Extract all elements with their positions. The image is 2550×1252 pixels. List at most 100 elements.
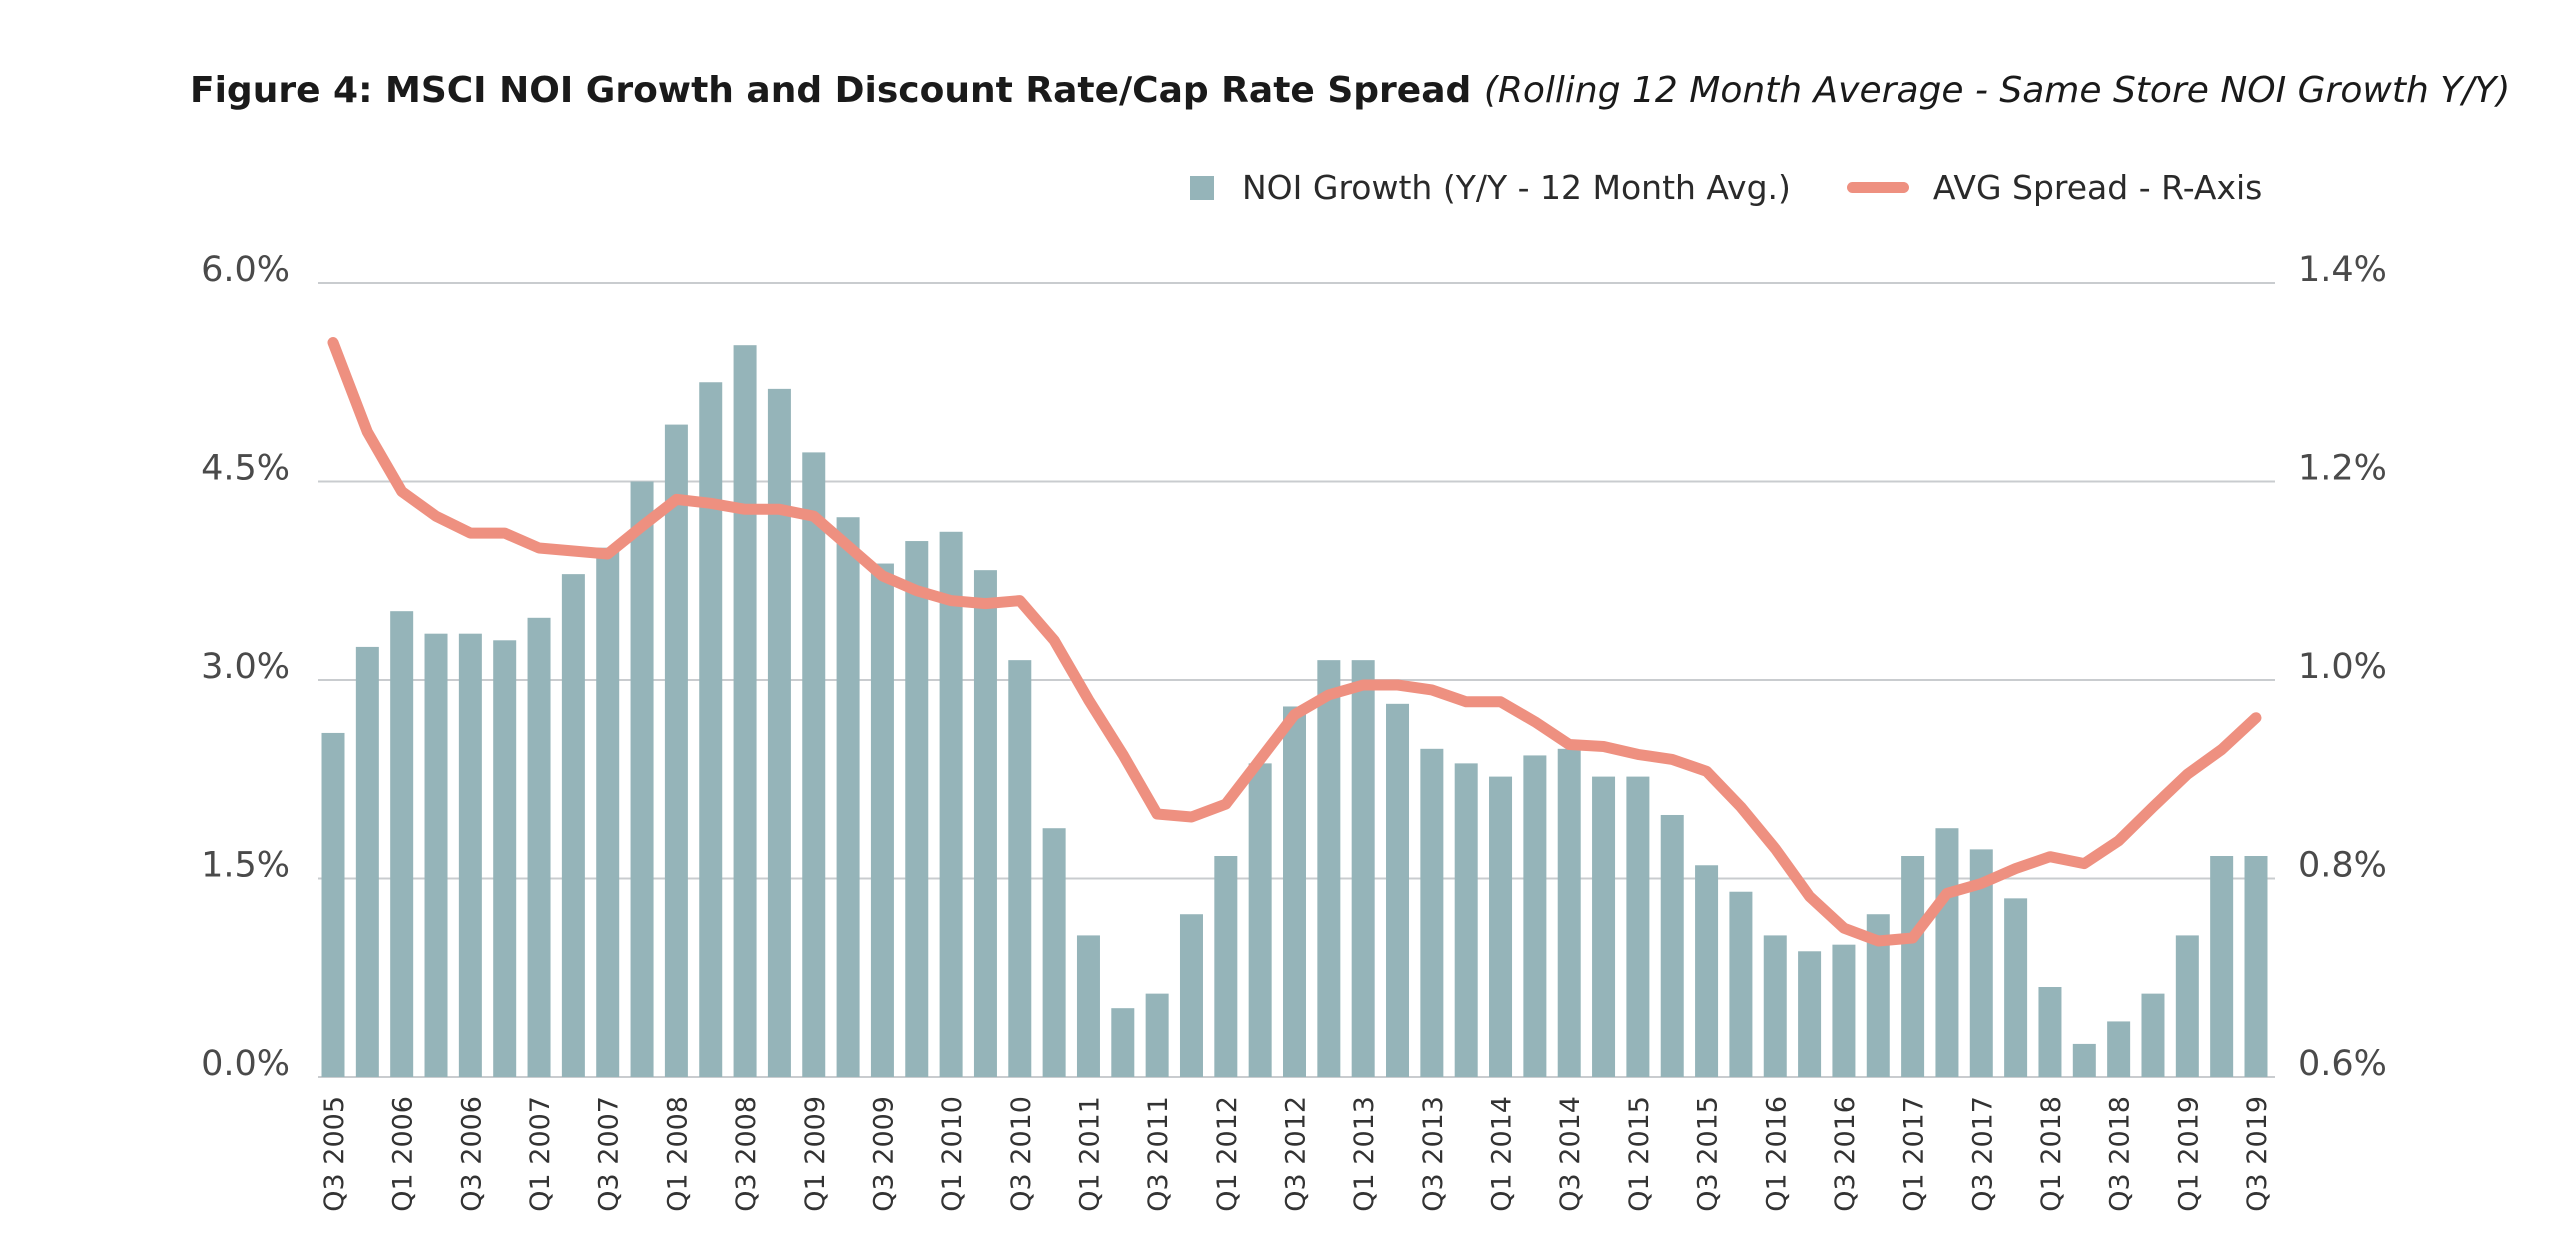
legend-label-avg-spread: AVG Spread - R-Axis — [1932, 168, 2263, 207]
x-tick-label: Q3 2006 — [456, 1096, 487, 1212]
y-left-tick-label: 1.5% — [201, 846, 290, 886]
bar-q3-2019 — [2244, 856, 2268, 1077]
bar-q1-2018 — [2038, 987, 2062, 1077]
bar-q1-2014 — [1489, 776, 1513, 1077]
bar-q4-2005 — [355, 646, 379, 1077]
x-tick-label: Q3 2016 — [1830, 1096, 1861, 1212]
bar-q2-2008 — [699, 382, 723, 1077]
bar-q2-2017 — [1935, 828, 1959, 1077]
y-right-tick-label: 0.6% — [2298, 1044, 2387, 1084]
bar-q4-2009 — [905, 541, 929, 1077]
x-tick-label: Q1 2016 — [1761, 1096, 1792, 1212]
x-tick-label: Q3 2014 — [1555, 1096, 1586, 1212]
bar-q3-2012 — [1283, 706, 1306, 1077]
x-tick-label: Q1 2009 — [800, 1096, 831, 1212]
avg-spread-line-group — [327, 337, 2262, 947]
bar-q2-2009 — [836, 517, 860, 1077]
chart-legend: NOI Growth (Y/Y - 12 Month Avg.) AVG Spr… — [1190, 168, 2262, 207]
x-tick-label: Q3 2010 — [1006, 1096, 1037, 1212]
bar-q1-2013 — [1351, 660, 1375, 1077]
bar-q4-2017 — [2004, 898, 2028, 1077]
bar-q1-2012 — [1214, 856, 1238, 1077]
bar-q2-2015 — [1660, 814, 1684, 1077]
x-tick-label: Q1 2017 — [1899, 1096, 1930, 1212]
x-tick-label: Q3 2008 — [731, 1096, 762, 1212]
x-tick-label: Q3 2012 — [1281, 1096, 1312, 1212]
y-axis-right: 0.6% 0.8% 1.0% 1.2% 1.4% — [2298, 250, 2387, 1084]
figure-title: Figure 4: MSCI NOI Growth and Discount R… — [190, 70, 2510, 111]
x-tick-label: Q1 2014 — [1487, 1096, 1518, 1212]
x-tick-label: Q3 2007 — [594, 1096, 625, 1212]
bar-q2-2018 — [2072, 1043, 2096, 1077]
bar-q3-2005 — [321, 732, 345, 1077]
bar-q4-2014 — [1592, 776, 1616, 1077]
y-left-tick-label: 4.5% — [201, 449, 290, 489]
bar-q2-2010 — [973, 570, 997, 1077]
bar-q1-2006 — [390, 611, 414, 1077]
y-right-tick-label: 1.0% — [2298, 647, 2387, 687]
x-tick-label: Q3 2013 — [1418, 1096, 1449, 1212]
y-right-tick-label: 0.8% — [2298, 846, 2387, 886]
bar-q2-2013 — [1386, 703, 1410, 1077]
x-tick-label: Q1 2008 — [662, 1096, 693, 1212]
x-tick-label: Q1 2011 — [1074, 1096, 1105, 1212]
bar-q4-2013 — [1454, 763, 1478, 1077]
bar-q3-2014 — [1557, 748, 1581, 1077]
x-tick-label: Q1 2006 — [388, 1096, 419, 1212]
bar-q3-2010 — [1008, 660, 1032, 1077]
bar-q3-2007 — [596, 547, 620, 1077]
bar-q1-2015 — [1626, 776, 1650, 1077]
bar-q3-2006 — [458, 633, 482, 1077]
x-tick-label: Q3 2019 — [2242, 1096, 2273, 1212]
bar-q4-2018 — [2141, 993, 2165, 1077]
x-tick-label: Q1 2019 — [2173, 1096, 2204, 1212]
x-tick-label: Q1 2012 — [1212, 1096, 1243, 1212]
legend-swatch-line-icon — [1846, 182, 1909, 193]
bar-q1-2007 — [527, 617, 551, 1077]
bar-q4-2010 — [1042, 828, 1066, 1077]
y-left-tick-label: 3.0% — [201, 647, 290, 687]
y-left-tick-label: 6.0% — [201, 250, 290, 290]
x-tick-label: Q3 2011 — [1143, 1096, 1174, 1212]
x-tick-label: Q3 2015 — [1693, 1096, 1724, 1212]
bar-q2-2019 — [2210, 856, 2234, 1077]
x-tick-label: Q1 2010 — [937, 1096, 968, 1212]
bar-q1-2019 — [2175, 935, 2199, 1077]
x-tick-label: Q1 2013 — [1349, 1096, 1380, 1212]
bar-q4-2008 — [767, 388, 791, 1077]
bar-q4-2016 — [1866, 914, 1890, 1077]
x-tick-label: Q1 2007 — [525, 1096, 556, 1212]
bar-q1-2008 — [664, 424, 688, 1077]
bar-q4-2007 — [630, 481, 654, 1077]
bar-q2-2007 — [561, 574, 585, 1077]
bar-q3-2017 — [1969, 849, 1993, 1077]
bar-q4-2015 — [1729, 891, 1753, 1077]
bar-q3-2008 — [733, 345, 757, 1077]
y-axis-left: 0.0% 1.5% 3.0% 4.5% 6.0% — [201, 250, 290, 1084]
x-tick-label: Q3 2009 — [868, 1096, 899, 1212]
legend-label-noi-growth: NOI Growth (Y/Y - 12 Month Avg.) — [1242, 168, 1791, 207]
y-right-tick-label: 1.2% — [2298, 449, 2387, 489]
x-tick-label: Q3 2005 — [319, 1096, 350, 1212]
x-axis: Q3 2005 Q1 2006 Q3 2006 Q1 2007 Q3 2007 Q1 20… — [319, 1096, 2273, 1212]
x-tick-label: Q1 2015 — [1624, 1096, 1655, 1212]
bar-q2-2016 — [1798, 951, 1822, 1077]
bar-q4-2011 — [1179, 914, 1203, 1077]
bar-q4-2006 — [493, 640, 517, 1077]
bar-q2-2006 — [424, 633, 448, 1077]
bar-q2-2014 — [1523, 755, 1547, 1077]
legend-swatch-bar-icon — [1190, 175, 1214, 200]
bar-q1-2010 — [939, 531, 963, 1077]
legend-item-noi-growth: NOI Growth (Y/Y - 12 Month Avg.) — [1190, 168, 1791, 207]
bar-q3-2018 — [2107, 1021, 2131, 1077]
legend-item-avg-spread: AVG Spread - R-Axis — [1846, 168, 2263, 207]
bar-q3-2015 — [1695, 865, 1719, 1077]
figure-title-main: Figure 4: MSCI NOI Growth and Discount R… — [190, 70, 1484, 111]
bar-q1-2011 — [1076, 935, 1100, 1077]
bar-q2-2011 — [1111, 1008, 1135, 1077]
bar-q3-2016 — [1832, 944, 1856, 1077]
bar-q1-2009 — [802, 452, 826, 1077]
bar-q3-2011 — [1145, 993, 1169, 1077]
avg-spread-line — [327, 337, 2262, 947]
